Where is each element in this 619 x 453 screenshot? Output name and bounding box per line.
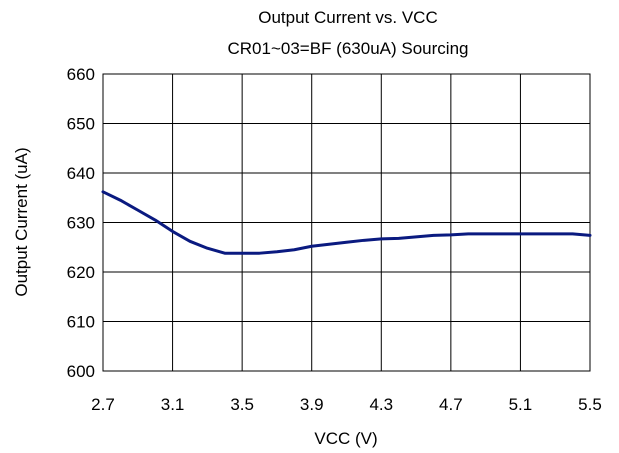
y-tick-labels: 600 610 620 630 640 650 660	[67, 65, 95, 381]
x-tick-label: 2.7	[91, 395, 115, 414]
series-layer	[101, 190, 592, 255]
y-tick-label: 600	[67, 362, 95, 381]
y-tick-label: 610	[67, 313, 95, 332]
x-tick-label: 4.3	[369, 395, 393, 414]
x-tick-label: 5.5	[578, 395, 602, 414]
plot-frame	[102, 73, 591, 372]
y-tick-label: 660	[67, 65, 95, 84]
x-tick-label: 3.1	[161, 395, 185, 414]
series-line	[101, 190, 592, 255]
y-tick-label: 620	[67, 263, 95, 282]
x-tick-label: 4.7	[439, 395, 463, 414]
x-tick-labels: 2.7 3.1 3.5 3.9 4.3 4.7 5.1 5.5	[91, 395, 602, 414]
x-tick-label: 3.5	[230, 395, 254, 414]
gridlines	[103, 74, 590, 371]
y-tick-label: 650	[67, 115, 95, 134]
chart-subtitle: CR01~03=BF (630uA) Sourcing	[228, 39, 469, 58]
y-axis-label: Output Current (uA)	[12, 147, 31, 296]
x-axis-label: VCC (V)	[314, 429, 377, 448]
y-tick-label: 640	[67, 164, 95, 183]
x-tick-label: 5.1	[509, 395, 533, 414]
x-tick-label: 3.9	[300, 395, 324, 414]
y-tick-label: 630	[67, 214, 95, 233]
chart-title: Output Current vs. VCC	[258, 8, 438, 27]
